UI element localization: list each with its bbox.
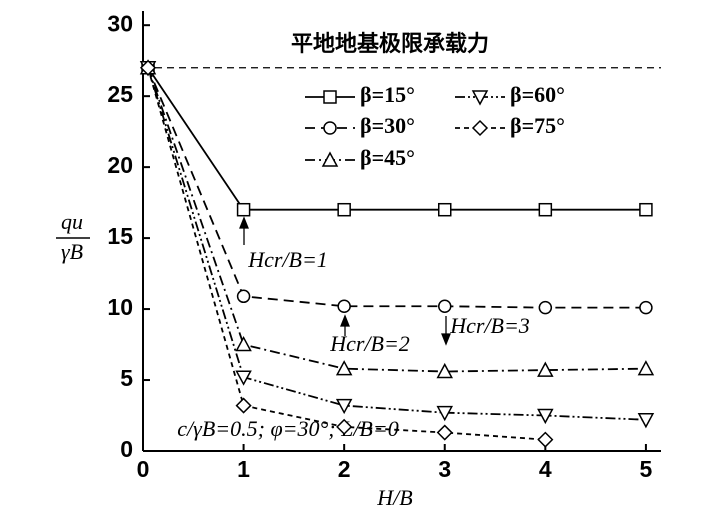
legend-label: β=15°	[360, 82, 415, 107]
arrows	[239, 216, 451, 346]
marker	[321, 151, 339, 167]
y-tick-label: 15	[107, 223, 133, 249]
marker	[637, 360, 655, 376]
y-tick-label: 10	[107, 294, 133, 320]
x-tick-label: 4	[539, 456, 552, 482]
series-line	[147, 67, 546, 441]
marker	[537, 408, 554, 425]
marker	[437, 299, 452, 313]
annotation: Hcr/B=3	[449, 313, 530, 338]
marker	[637, 413, 655, 429]
marker	[537, 361, 554, 377]
marker	[235, 397, 252, 414]
series-line	[147, 67, 646, 421]
y-tick-label: 20	[107, 152, 133, 178]
marker	[323, 121, 337, 135]
marker	[335, 360, 353, 376]
marker	[235, 335, 252, 352]
legend-label: β=30°	[360, 113, 415, 138]
marker	[639, 202, 653, 217]
marker	[436, 362, 454, 379]
y-tick-label: 0	[120, 436, 133, 462]
marker	[236, 289, 251, 304]
y-axis-label-numerator: qu	[61, 209, 83, 234]
y-tick-label: 25	[107, 81, 133, 107]
chart-title: 平地地基极限承载力	[291, 31, 489, 56]
marker	[335, 398, 353, 415]
marker	[537, 431, 554, 448]
y-tick-label: 30	[107, 10, 133, 36]
marker	[538, 300, 553, 315]
marker	[437, 202, 452, 217]
series-line	[147, 67, 646, 373]
x-tick-label: 2	[338, 456, 351, 482]
marker	[471, 90, 489, 106]
x-tick-label: 0	[137, 456, 150, 482]
y-tick-label: 5	[120, 365, 133, 391]
legend-label: β=45°	[360, 145, 415, 170]
marker	[235, 370, 252, 386]
annotation: Hcr/B=1	[247, 247, 328, 272]
x-tick-label: 3	[438, 456, 451, 482]
series-line	[147, 67, 646, 211]
marker	[236, 202, 251, 217]
x-tick-label: 5	[640, 456, 653, 482]
x-axis-label: H/B	[376, 485, 412, 510]
marker	[538, 202, 553, 217]
legend-label: β=60°	[510, 82, 565, 107]
marker	[139, 59, 157, 76]
y-axis-label-denominator: γB	[61, 239, 83, 264]
annotation: Hcr/B=2	[329, 331, 410, 356]
marker	[337, 299, 351, 313]
marker	[337, 202, 351, 217]
marker	[436, 405, 454, 422]
marker	[336, 418, 353, 435]
annotation: c/γB=0.5; φ=30°; L/B=0	[177, 416, 398, 441]
marker	[436, 424, 453, 441]
marker	[323, 90, 337, 104]
marker	[471, 119, 489, 137]
x-tick-label: 1	[237, 456, 250, 482]
legend-label: β=75°	[510, 113, 565, 138]
marker	[639, 300, 653, 315]
series-line	[147, 67, 646, 309]
